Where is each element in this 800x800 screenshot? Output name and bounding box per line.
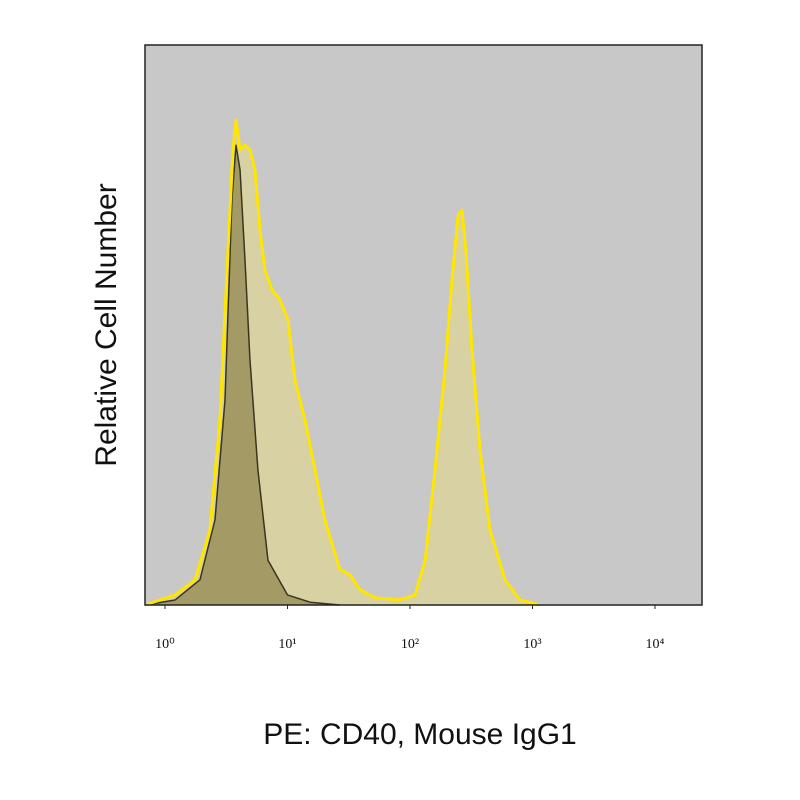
- x-tick-label: 10⁰: [155, 637, 175, 652]
- y-axis-label: Relative Cell Number: [90, 183, 123, 466]
- plot-frame: [144, 44, 703, 606]
- histogram-line: [144, 144, 340, 606]
- x-tick-label: 10³: [523, 637, 541, 652]
- histogram-line: [144, 118, 541, 607]
- histogram-area: [145, 145, 340, 606]
- x-tick-label: 10⁴: [646, 637, 665, 652]
- x-axis-label: PE: CD40, Mouse IgG1: [263, 718, 576, 751]
- x-tick-label: 10¹: [278, 637, 296, 652]
- x-tick-label: 10²: [401, 637, 419, 652]
